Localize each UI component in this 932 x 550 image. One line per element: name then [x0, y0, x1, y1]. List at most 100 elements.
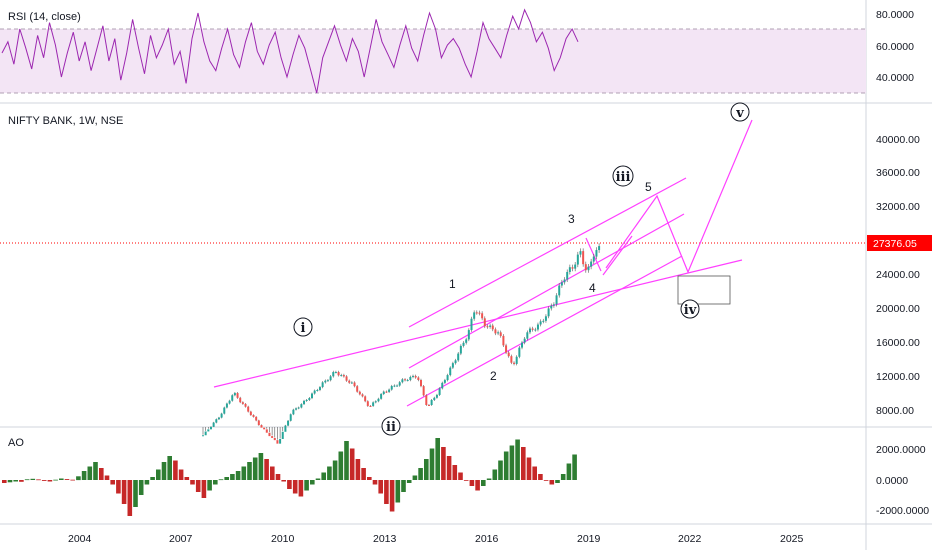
- candle: [318, 385, 321, 392]
- candle: [276, 427, 279, 444]
- candle: [342, 373, 345, 378]
- ao-bar: [184, 477, 190, 480]
- candle: [435, 393, 438, 399]
- candle: [332, 370, 335, 378]
- candle: [507, 351, 510, 358]
- ao-bar: [469, 480, 475, 486]
- ao-pane: AO 2000.0000 0.0000 -2000.0000: [2, 437, 929, 517]
- candle: [321, 381, 324, 389]
- channel-middle[interactable]: [408, 213, 685, 369]
- wave-circle-iv: iv: [680, 299, 700, 319]
- last-price-label: 27376.05: [873, 238, 917, 250]
- wave-4-return[interactable]: [602, 235, 633, 276]
- candle: [340, 373, 343, 377]
- ao-bar: [452, 465, 458, 480]
- candle: [454, 358, 457, 365]
- candle: [303, 399, 306, 406]
- rsi-tick-40: 40.0000: [876, 72, 914, 84]
- candle: [542, 318, 545, 324]
- ao-bar: [401, 480, 406, 492]
- candle: [478, 310, 481, 316]
- channel-line-i[interactable]: [213, 259, 743, 388]
- candle: [382, 390, 385, 396]
- candle: [244, 402, 247, 408]
- rsi-pane: RSI (14, close) 80.0000 60.0000 40.0000: [0, 8, 914, 94]
- ao-bar: [270, 466, 275, 480]
- ao-tick-0: 0.0000: [876, 475, 908, 487]
- x-tick-2007: 2007: [169, 533, 193, 545]
- candle: [209, 426, 212, 430]
- price-pane: NIFTY BANK, 1W, NSE 1 2 3 4 5 i ii: [0, 102, 932, 444]
- candle: [505, 343, 508, 355]
- ao-bar: [446, 456, 452, 480]
- candle: [560, 279, 563, 288]
- candle: [483, 316, 486, 329]
- ao-bar: [549, 480, 555, 485]
- time-axis[interactable]: 2004 2007 2010 2013 2016 2019 2022 2025: [68, 533, 804, 545]
- candle: [220, 412, 223, 419]
- candle: [228, 399, 231, 405]
- candle: [414, 374, 417, 379]
- candle: [552, 302, 555, 308]
- wave-circle-ii: ii: [381, 416, 401, 436]
- candle: [263, 427, 266, 430]
- ao-bar: [566, 463, 572, 480]
- candle: [380, 392, 383, 400]
- ao-bar: [310, 480, 315, 485]
- ao-bar: [76, 476, 81, 481]
- ao-title: AO: [8, 437, 24, 449]
- wave-drawings[interactable]: [213, 119, 753, 407]
- candle: [422, 384, 425, 397]
- candle: [326, 378, 329, 382]
- projection-path[interactable]: [605, 119, 753, 274]
- ao-bar: [503, 451, 509, 480]
- wave-label-2: 2: [490, 369, 497, 383]
- x-tick-2013: 2013: [373, 533, 397, 545]
- ao-bar: [304, 480, 309, 491]
- target-box[interactable]: [677, 275, 731, 305]
- candle: [279, 427, 282, 444]
- candle: [587, 264, 590, 273]
- candle: [268, 427, 271, 437]
- candle: [497, 330, 500, 336]
- ao-tick-2000: 2000.0000: [876, 444, 926, 456]
- candle: [260, 424, 263, 428]
- ao-bar: [412, 475, 418, 480]
- price-tick-20000: 20000.00: [876, 303, 920, 315]
- candle: [459, 344, 462, 356]
- ao-bar: [367, 477, 372, 480]
- wave-label-iv: iv: [684, 303, 697, 318]
- price-candles: [202, 243, 601, 444]
- candle: [457, 352, 460, 362]
- candle: [350, 381, 353, 384]
- ao-bar: [492, 469, 498, 480]
- candle: [257, 419, 260, 426]
- candle: [289, 413, 292, 422]
- ao-bar: [87, 466, 93, 480]
- channel-upper[interactable]: [408, 177, 687, 328]
- candle: [486, 324, 489, 329]
- candle: [284, 424, 287, 432]
- channel-lower[interactable]: [406, 255, 683, 407]
- ao-bar: [110, 480, 115, 485]
- candle: [255, 416, 258, 422]
- ao-bar: [201, 480, 207, 498]
- ao-bar: [538, 474, 543, 480]
- wave-label-5: 5: [645, 180, 652, 194]
- candle: [446, 373, 449, 382]
- candle: [356, 385, 359, 393]
- ao-bar: [30, 478, 36, 480]
- candle: [598, 243, 601, 253]
- price-tick-8000: 8000.00: [876, 405, 914, 417]
- candle: [223, 406, 226, 415]
- ao-bar: [218, 479, 224, 481]
- candle: [494, 327, 497, 336]
- ao-bar: [224, 477, 229, 480]
- wave-circle-i: i: [293, 317, 313, 337]
- ao-bar: [13, 480, 18, 482]
- rsi-line: [1, 8, 579, 94]
- ao-bar: [458, 472, 463, 480]
- ao-tick-neg2000: -2000.0000: [876, 505, 929, 517]
- price-tick-16000: 16000.00: [876, 337, 920, 349]
